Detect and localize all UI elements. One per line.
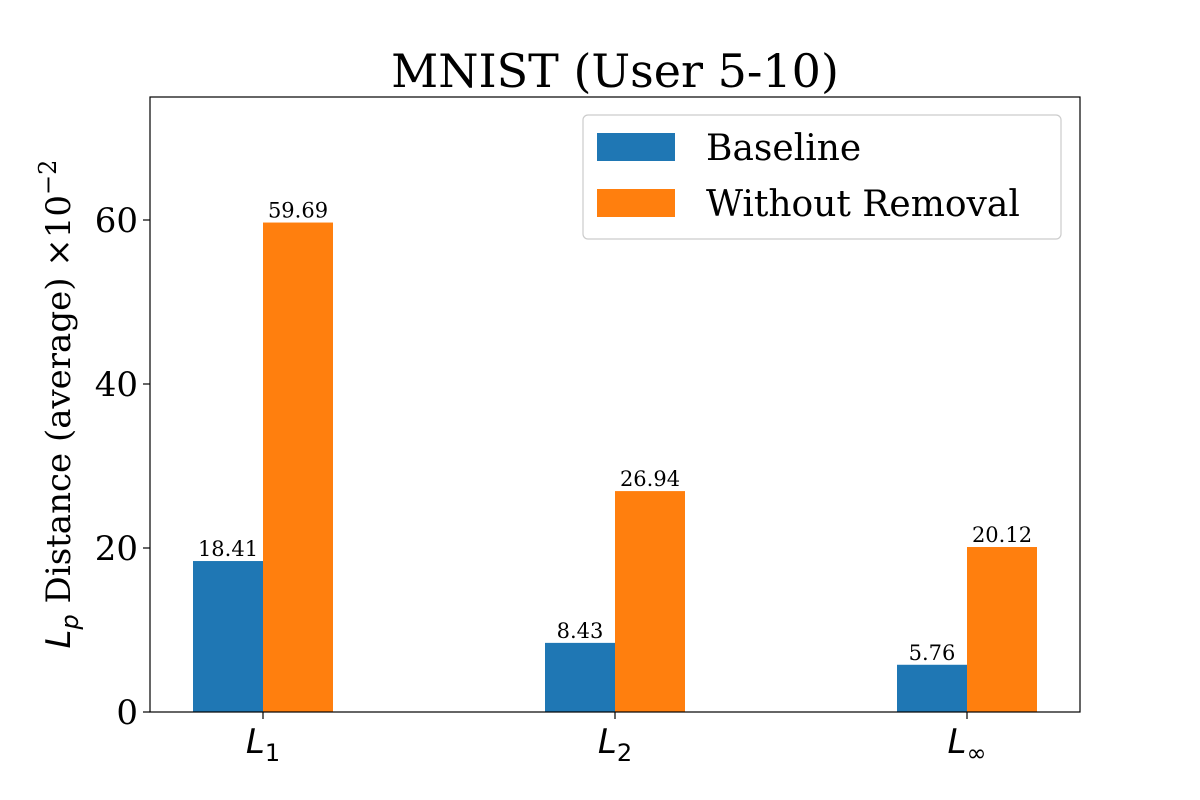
bar xyxy=(193,561,263,712)
bar xyxy=(967,547,1037,712)
y-tick-label: 60 xyxy=(95,201,138,241)
y-axis-ticks: 0 20 40 60 xyxy=(95,201,150,733)
bar-value-label: 20.12 xyxy=(972,523,1032,547)
bars-group xyxy=(193,222,1037,713)
bar-value-label: 18.41 xyxy=(198,537,258,561)
legend: Baseline Without Removal xyxy=(582,114,1062,240)
y-axis-label-sup: −2 xyxy=(34,160,62,195)
bar xyxy=(263,222,333,713)
y-axis-label-main: Distance (average) ×10 xyxy=(39,195,79,614)
y-axis-label: Lp Distance (average) ×10−2 xyxy=(34,160,84,649)
legend-swatch xyxy=(597,189,675,217)
y-tick-label: 0 xyxy=(116,693,138,733)
legend-frame xyxy=(582,114,1062,240)
bar xyxy=(897,664,967,712)
bar xyxy=(615,491,685,712)
y-tick-label: 40 xyxy=(95,365,138,405)
x-axis-ticks: L1 L2 L∞ xyxy=(246,712,987,767)
legend-items: Baseline Without Removal xyxy=(597,128,1020,225)
x-tick-label: L∞ xyxy=(948,722,987,767)
bar-value-label: 59.69 xyxy=(268,199,328,223)
legend-label: Without Removal xyxy=(706,184,1020,225)
chart-title: MNIST (User 5-10) xyxy=(391,44,839,98)
x-tick-label: L2 xyxy=(598,722,632,767)
y-axis-label-prefix-sub: p xyxy=(56,614,84,630)
legend-label: Baseline xyxy=(706,128,861,169)
data-labels-group: 18.41 8.43 5.76 59.69 26.94 20.12 xyxy=(198,199,1032,665)
x-tick-label: L1 xyxy=(246,722,280,767)
y-tick-label: 20 xyxy=(95,529,138,569)
y-axis-label-prefix: L xyxy=(39,629,79,648)
legend-swatch xyxy=(597,133,675,161)
bar xyxy=(545,642,615,712)
bar-value-label: 26.94 xyxy=(620,467,680,491)
bar-value-label: 8.43 xyxy=(557,619,604,643)
bar-value-label: 5.76 xyxy=(909,641,956,665)
